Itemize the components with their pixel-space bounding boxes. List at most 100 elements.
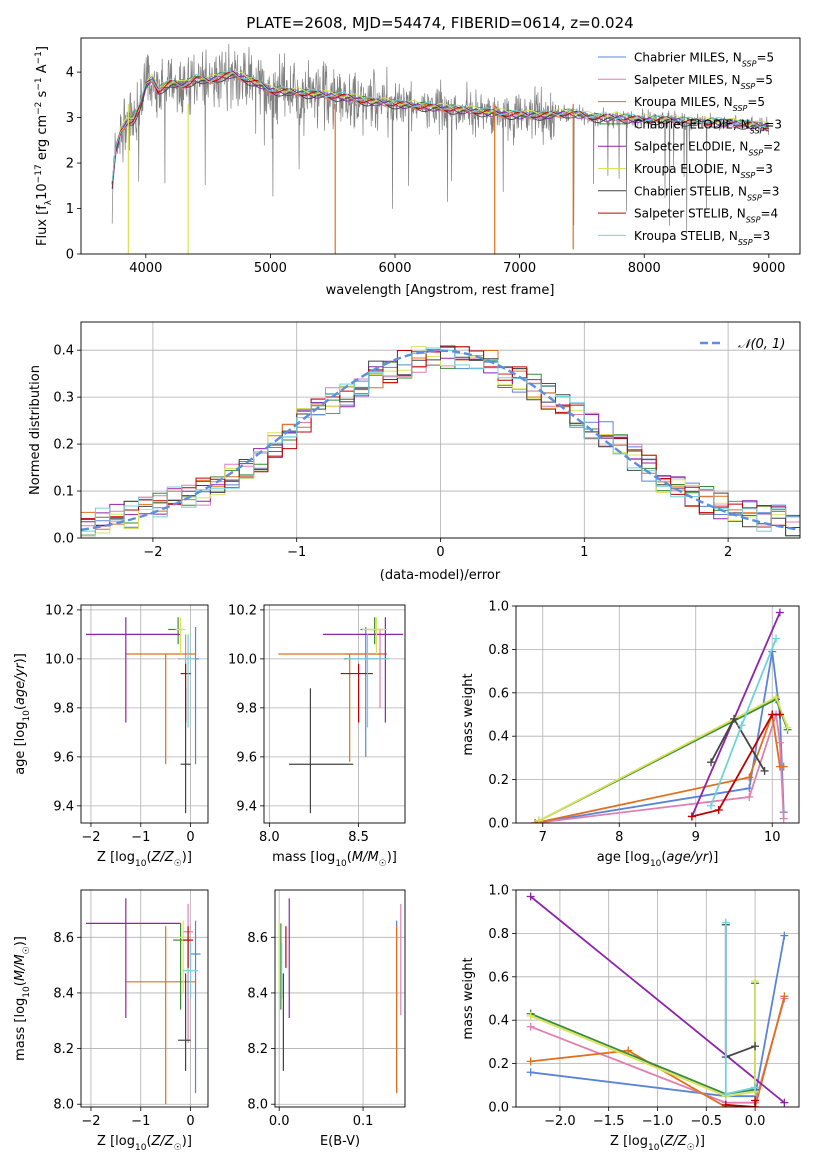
axes-frame	[80, 37, 801, 255]
x-tick-label: −2.0	[544, 1114, 576, 1129]
x-tick-label: 1	[580, 545, 588, 560]
y-tick-label: 8.2	[53, 1042, 74, 1057]
residuals-panel: −2 −1 0 1 2 0.0 0.1 0.2 0.3 0.4 𝒩(0, 1) (data-model…	[28, 321, 801, 583]
y-tick-label: 10.2	[45, 603, 74, 618]
y-tick-label: 8.4	[247, 986, 268, 1001]
y-tick-label: 0.2	[488, 773, 509, 788]
x-tick-label: −1	[131, 1114, 150, 1129]
age-weight-panel: 7 8 9 10 0.0 0.2 0.4 0.6 0.8 1.0 age [log10(age/yr…	[461, 600, 800, 869]
legend-label: Salpeter STELIB, NSSP=4	[634, 207, 778, 225]
x-axis-label: Z [log10(Z/Z☉)]	[97, 1134, 192, 1153]
x-tick-label: 0.0	[745, 1114, 766, 1129]
x-tick-label: 5000	[254, 261, 287, 276]
y-tick-label: 9.6	[236, 750, 257, 765]
weight-line	[530, 895, 785, 1104]
y-tick-label: 9.8	[53, 701, 74, 716]
x-tick-label: 0.1	[353, 1114, 374, 1129]
y-tick-label: 0.3	[53, 391, 74, 406]
axes-frame	[515, 605, 800, 824]
y-tick-label: 10.0	[45, 652, 74, 667]
weight-line	[725, 1100, 756, 1107]
y-tick-label: 3	[66, 111, 74, 126]
y-tick-label: 2	[66, 157, 74, 172]
legend-label: Kroupa STELIB, NSSP=3	[634, 229, 770, 247]
legend-label: 𝒩(0, 1)	[738, 337, 785, 352]
x-tick-label: 4000	[129, 261, 162, 276]
spectrum-panel: 4000 5000 6000 7000 8000 9000 0 1 2 3 4 Chabrier MI…	[34, 37, 801, 298]
normal-curve	[81, 349, 800, 531]
x-tick-label: 6000	[378, 261, 411, 276]
model-line	[111, 70, 770, 186]
model-line	[111, 70, 770, 182]
weight-line	[691, 612, 781, 817]
y-tick-label: 8.2	[247, 1042, 268, 1057]
y-tick-label: 0.4	[488, 730, 509, 745]
y-axis-label: Flux [fλ10−17 erg cm−2 s−1 A−1]	[34, 46, 54, 246]
x-tick-label: 0	[436, 545, 444, 560]
weight-line	[530, 983, 756, 1095]
x-tick-label: 0	[186, 1114, 194, 1129]
y-tick-label: 8.0	[247, 1098, 268, 1113]
y-tick-label: 9.8	[236, 701, 257, 716]
y-axis-label: mass weight	[461, 957, 476, 1039]
x-axis-label: wavelength [Angstrom, rest frame]	[326, 283, 555, 298]
y-tick-label: 0.2	[488, 1057, 509, 1072]
x-tick-label: 8.5	[348, 830, 369, 845]
mass-age-panel: 8.0 8.5 9.4 9.6 9.8 10.0 10.2 mass [log10(M/M☉)…	[228, 603, 406, 869]
metallicity-mass-panel: −2 −1 0 8.0 8.2 8.4 8.6 Z [log10(Z/Z☉)] mass [lo…	[13, 889, 209, 1153]
y-tick-label: 10.2	[228, 603, 257, 618]
y-tick-label: 0.0	[488, 1101, 509, 1116]
plot-area	[526, 892, 789, 1107]
y-tick-label: 9.6	[53, 750, 74, 765]
y-tick-label: 1.0	[488, 600, 509, 615]
weight-line	[724, 922, 756, 1096]
x-tick-label: −0.5	[691, 1114, 723, 1129]
y-tick-label: 9.4	[53, 799, 74, 814]
y-tick-label: 9.4	[236, 799, 257, 814]
model-line	[111, 71, 769, 184]
legend-label: Salpeter ELODIE, NSSP=2	[634, 140, 781, 158]
x-tick-label: −1	[287, 545, 306, 560]
ebv-mass-panel: 0.0 0.1 8.0 8.2 8.4 8.6 E(B-V)	[247, 889, 406, 1149]
metallicity-age-panel: −2 −1 0 9.4 9.6 9.8 10.0 10.2 Z [log10(Z/Z☉)] age…	[13, 603, 209, 869]
x-tick-label: −1.5	[593, 1114, 625, 1129]
legend-label: Kroupa ELODIE, NSSP=3	[634, 162, 773, 180]
y-tick-label: 0	[66, 248, 74, 263]
y-tick-label: 0.1	[53, 485, 74, 500]
weight-line	[710, 638, 777, 806]
plot-area	[85, 617, 200, 814]
y-tick-label: 1.0	[488, 884, 509, 899]
y-tick-label: 8.6	[247, 931, 268, 946]
x-tick-label: −1.0	[642, 1114, 674, 1129]
figure-title: PLATE=2608, MJD=54474, FIBERID=0614, z=0…	[246, 14, 633, 32]
axes-frame	[263, 604, 406, 824]
plot-area	[111, 43, 770, 254]
x-tick-label: 0	[186, 830, 194, 845]
axes-frame	[80, 604, 209, 824]
x-axis-label: E(B-V)	[320, 1134, 360, 1149]
y-axis-label: mass [log10(M/M☉)]	[13, 936, 32, 1061]
residual-histogram	[81, 346, 800, 538]
y-tick-label: 0.2	[53, 438, 74, 453]
x-tick-label: 8000	[628, 261, 661, 276]
y-tick-label: 0.0	[488, 817, 509, 832]
axes-frame	[274, 889, 406, 1108]
y-axis-label: age [log10(age/yr)]	[13, 653, 32, 775]
y-tick-label: 0.8	[488, 643, 509, 658]
x-tick-label: 7	[539, 830, 547, 845]
y-axis-label: Normed distribution	[28, 365, 43, 495]
weight-line	[530, 996, 786, 1107]
plot-area	[85, 898, 201, 1105]
metallicity-weight-panel: −2.0 −1.5 −1.0 −0.5 0.0 0.0 0.2 0.4 0.6 0.8 1.0 Z […	[461, 884, 800, 1153]
x-tick-label: 10	[764, 830, 781, 845]
plot-area	[81, 345, 800, 538]
y-tick-label: 4	[66, 66, 74, 81]
y-tick-label: 0.6	[488, 686, 509, 701]
legend-label: Kroupa MILES, NSSP=5	[634, 95, 765, 113]
x-tick-label: −2	[143, 545, 162, 560]
x-axis-label: mass [log10(M/M☉)]	[272, 850, 397, 869]
plot-area	[278, 617, 404, 814]
x-tick-label: 9	[692, 830, 700, 845]
x-tick-label: −1	[131, 830, 150, 845]
plot-area	[278, 898, 402, 1094]
